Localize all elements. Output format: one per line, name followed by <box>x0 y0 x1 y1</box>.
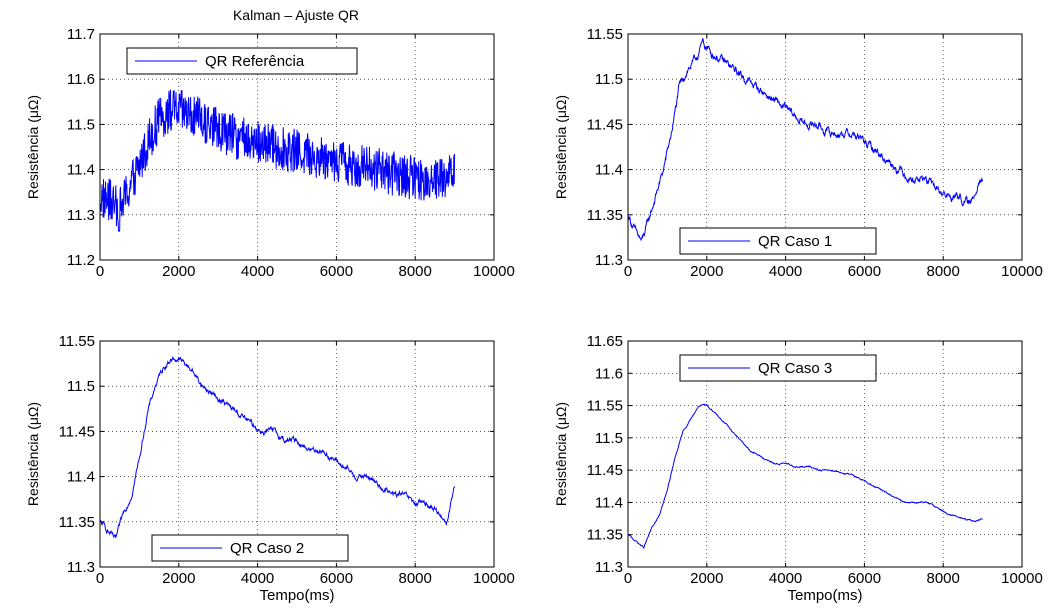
legend-label: QR Referência <box>205 53 305 70</box>
x-tick-label: 0 <box>96 263 104 280</box>
y-tick-label: 11.35 <box>59 514 95 531</box>
legend: QR Caso 2 <box>151 534 349 562</box>
x-tick-label: 4000 <box>769 570 802 587</box>
x-axis-label: Tempo(ms) <box>259 587 334 604</box>
y-tick-label: 11.6 <box>67 71 95 88</box>
y-tick-label: 11.5 <box>595 430 623 447</box>
x-tick-label: 2000 <box>162 570 195 587</box>
y-tick-label: 11.4 <box>595 162 623 179</box>
x-tick-label: 6000 <box>848 570 881 587</box>
legend-label: QR Caso 2 <box>230 540 304 557</box>
y-tick-label: 11.35 <box>587 207 623 224</box>
series-line <box>99 355 456 539</box>
y-tick-label: 11.5 <box>595 71 623 88</box>
x-tick-label: 8000 <box>927 263 960 280</box>
y-tick-label: 11.35 <box>587 527 623 544</box>
x-tick-label: 6000 <box>320 263 353 280</box>
x-tick-label: 2000 <box>690 263 723 280</box>
y-tick-label: 11.55 <box>587 398 623 415</box>
y-tick-label: 11.5 <box>67 116 95 133</box>
y-axis-label: Resistência (μΩ) <box>553 402 569 506</box>
x-tick-label: 8000 <box>927 570 960 587</box>
series-line <box>627 38 984 242</box>
series-line <box>99 89 456 233</box>
y-tick-label: 11.7 <box>67 26 95 43</box>
legend-label: QR Caso 3 <box>758 360 832 377</box>
y-tick-label: 11.45 <box>587 462 623 479</box>
y-tick-label: 11.45 <box>587 116 623 133</box>
subplot-3: 0 2000 4000 6000 8000 10000 11.3 11.35 11.4 11.45… <box>25 333 515 604</box>
y-axis-label: Resistência (μΩ) <box>25 402 41 506</box>
x-tick-label: 2000 <box>690 570 723 587</box>
subplot-4: 0 2000 4000 6000 8000 10000 11.3 11.35 11.4 11.45… <box>553 333 1043 604</box>
legend-box <box>126 47 358 75</box>
x-tick-label: 0 <box>624 263 632 280</box>
y-tick-label: 11.4 <box>67 162 95 179</box>
figure-title: Kalman – Ajuste QR <box>233 7 359 23</box>
x-tick-label: 10000 <box>1001 263 1043 280</box>
x-tick-label: 6000 <box>848 263 881 280</box>
y-tick-label: 11.6 <box>595 365 623 382</box>
axes-frame <box>627 33 1023 261</box>
y-tick-label: 11.2 <box>67 252 95 269</box>
axes-frame <box>99 340 495 568</box>
axes-frame <box>627 340 1023 568</box>
x-tick-label: 10000 <box>1001 570 1043 587</box>
y-tick-label: 11.3 <box>67 559 95 576</box>
y-tick-label: 11.3 <box>595 559 623 576</box>
plot-area <box>100 341 494 567</box>
axes-frame <box>99 33 495 261</box>
legend: QR Caso 3 <box>679 354 877 382</box>
y-tick-label: 11.45 <box>59 423 95 440</box>
y-tick-label: 11.5 <box>67 378 95 395</box>
y-tick-label: 11.55 <box>587 26 623 43</box>
y-tick-label: 11.65 <box>587 333 623 350</box>
y-tick-label: 11.4 <box>67 469 95 486</box>
y-tick-label: 11.55 <box>59 333 95 350</box>
x-axis-label: Tempo(ms) <box>787 587 862 604</box>
y-axis-label: Resistência (μΩ) <box>25 95 41 199</box>
y-tick-label: 11.3 <box>67 207 95 224</box>
x-tick-label: 4000 <box>769 263 802 280</box>
x-tick-label: 10000 <box>473 263 515 280</box>
x-tick-label: 8000 <box>399 263 432 280</box>
legend-label: QR Caso 1 <box>758 233 832 250</box>
y-tick-label: 11.3 <box>595 252 623 269</box>
subplot-2: 0 2000 4000 6000 8000 10000 11.3 11.35 11.4 11.45… <box>553 26 1043 280</box>
x-tick-label: 0 <box>96 570 104 587</box>
legend: QR Referência <box>126 47 358 75</box>
subplot-1: 0 2000 4000 6000 8000 10000 11.2 11.3 11.4 11.5 11… <box>25 26 515 280</box>
plot-area <box>628 34 1022 260</box>
legend: QR Caso 1 <box>679 227 877 255</box>
y-tick-label: 11.4 <box>595 494 623 511</box>
y-axis-label: Resistência (μΩ) <box>553 95 569 199</box>
x-tick-label: 6000 <box>320 570 353 587</box>
x-tick-label: 4000 <box>241 263 274 280</box>
series-line <box>627 403 983 549</box>
x-tick-label: 8000 <box>399 570 432 587</box>
x-tick-label: 0 <box>624 570 632 587</box>
x-tick-label: 10000 <box>473 570 515 587</box>
x-tick-label: 2000 <box>162 263 195 280</box>
x-tick-label: 4000 <box>241 570 274 587</box>
